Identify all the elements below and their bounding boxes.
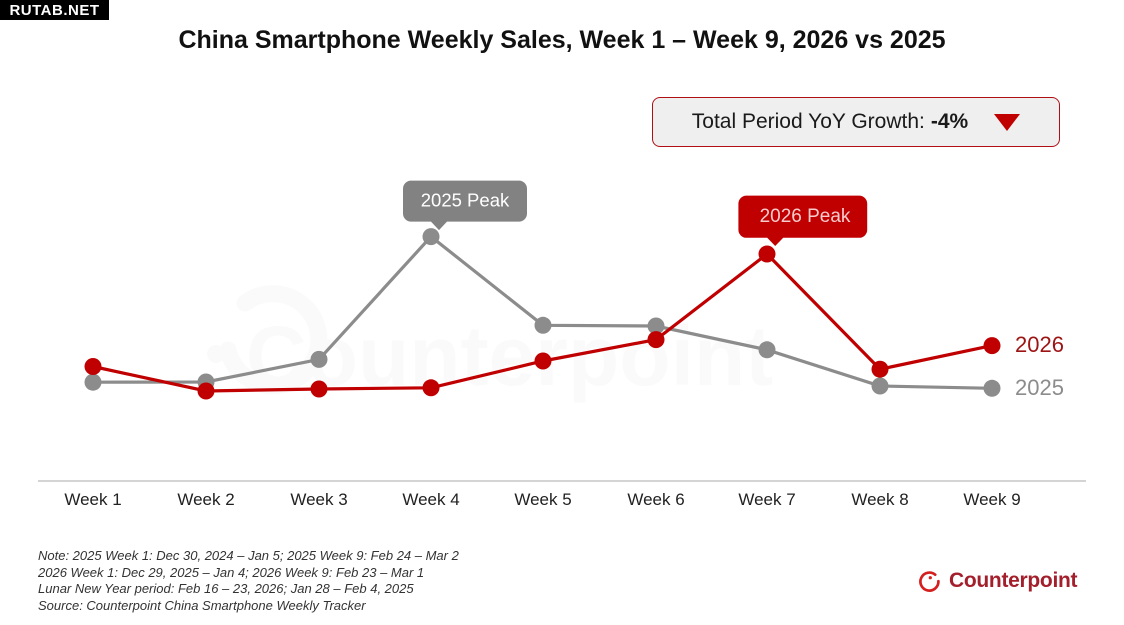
svg-text:2025 Peak: 2025 Peak [421, 190, 510, 211]
svg-text:2025: 2025 [1015, 375, 1064, 400]
svg-text:2026 Peak: 2026 Peak [760, 206, 851, 227]
svg-text:2026: 2026 [1015, 332, 1064, 357]
